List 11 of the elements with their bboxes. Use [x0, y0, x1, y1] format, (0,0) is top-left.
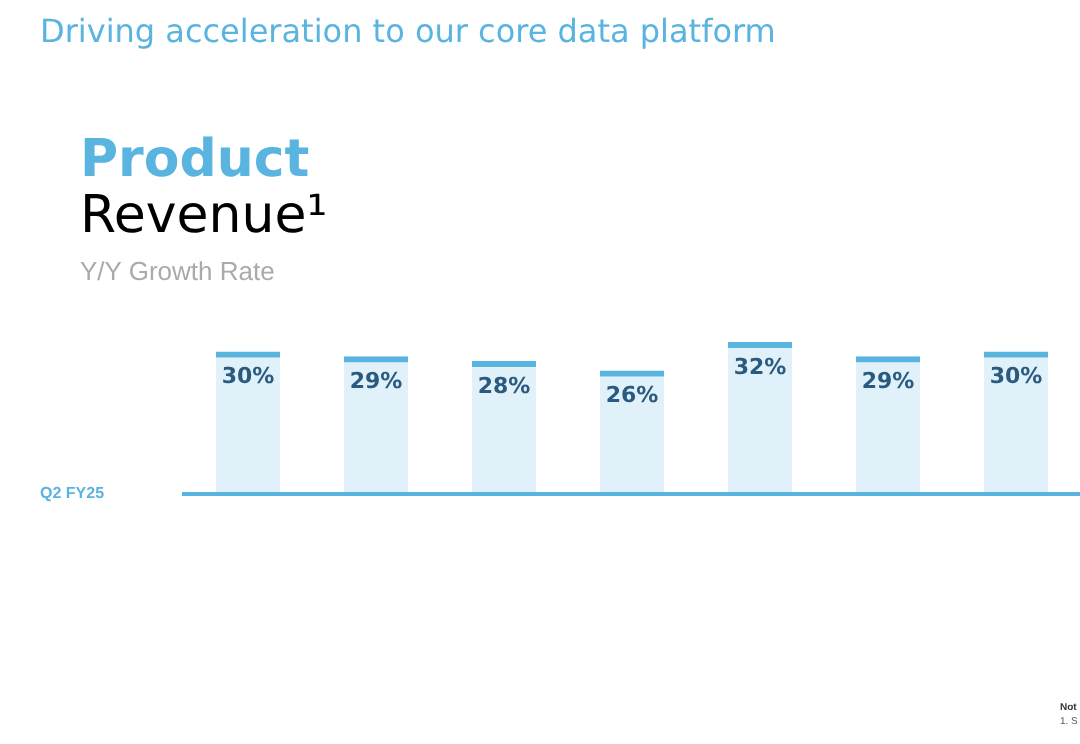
data-label: 28%	[477, 372, 531, 399]
data-label: 30%	[221, 363, 275, 390]
text: Q2 FY25	[40, 484, 105, 502]
data-label: 26%	[605, 382, 659, 409]
data-label: 29%	[861, 367, 915, 394]
data-label: 32%	[733, 353, 787, 380]
data-label: 30%	[989, 363, 1043, 390]
chart-title: Driving acceleration to our core data platform	[40, 12, 776, 50]
chart-subtitle: Product Revenue¹	[80, 130, 328, 246]
text: Y/Y Growth Rate	[80, 256, 275, 286]
data-label: 29%	[349, 367, 403, 394]
